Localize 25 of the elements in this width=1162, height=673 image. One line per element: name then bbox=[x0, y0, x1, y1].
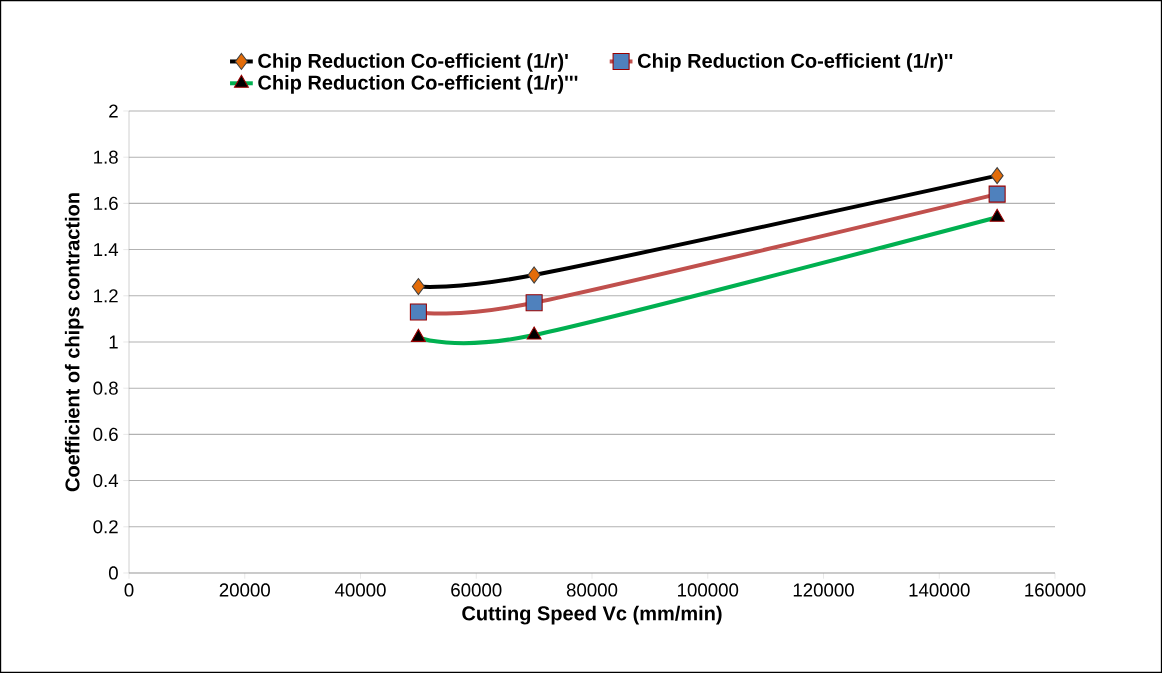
y-axis-title: Coefficient of chips contraction bbox=[64, 193, 84, 492]
x-tick-label: 100000 bbox=[678, 583, 739, 597]
x-tick-label: 40000 bbox=[334, 583, 386, 597]
y-tick-label: 0.2 bbox=[93, 520, 118, 534]
legend-label: Chip Reduction Co-efficient (1/r)'' bbox=[637, 53, 953, 72]
y-tick-label: 1 bbox=[109, 335, 118, 349]
y-tick-label: 1.6 bbox=[94, 196, 118, 210]
x-tick-label: 20000 bbox=[219, 583, 270, 597]
y-tick-label: 2 bbox=[109, 104, 118, 118]
x-tick-label: 140000 bbox=[909, 583, 970, 597]
y-tick-label: 1.2 bbox=[94, 289, 118, 303]
x-tick-label: 120000 bbox=[793, 583, 854, 597]
legend-label: Chip Reduction Co-efficient (1/r)' bbox=[258, 53, 568, 72]
x-tick-label: 160000 bbox=[1025, 583, 1086, 597]
legend-label: Chip Reduction Co-efficient (1/r)''' bbox=[258, 75, 578, 94]
y-tick-label: 0.4 bbox=[93, 473, 119, 488]
y-tick-label: 0 bbox=[108, 566, 118, 580]
x-tick-label: 0 bbox=[124, 583, 134, 597]
x-tick-label: 60000 bbox=[451, 583, 502, 597]
y-tick-label: 1.8 bbox=[94, 150, 118, 164]
y-tick-label: 1.4 bbox=[94, 243, 119, 257]
y-tick-label: 0.8 bbox=[93, 381, 118, 395]
y-tick-label: 0.6 bbox=[93, 427, 118, 441]
x-tick-label: 80000 bbox=[566, 583, 618, 597]
x-axis-title: Cutting Speed Vc (mm/min) bbox=[462, 605, 722, 625]
